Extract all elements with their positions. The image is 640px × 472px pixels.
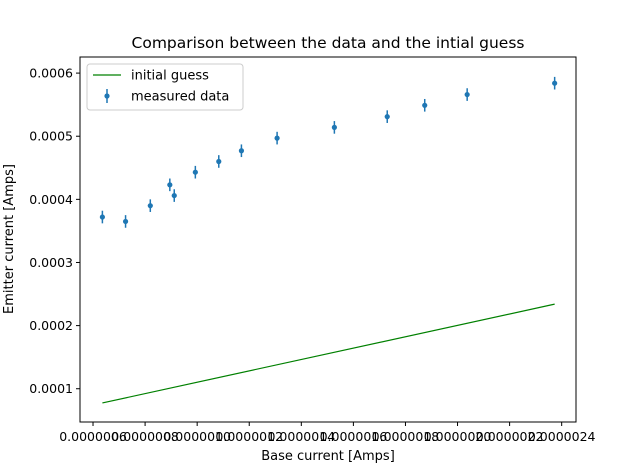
chart-title: Comparison between the data and the inti…: [132, 34, 525, 52]
x-tick-label: 0.0000014: [268, 429, 336, 444]
plot-frame: [79, 56, 577, 423]
legend-swatch-marker: [104, 93, 110, 99]
y-tick-label: 0.0001: [29, 381, 73, 396]
x-axis-title: Base current [Amps]: [261, 449, 395, 464]
data-point: [464, 91, 470, 98]
y-axis-title: Emitter current [Amps]: [2, 164, 17, 314]
data-point: [192, 169, 198, 175]
x-axis-ticks: 0.00000060.00000080.00000100.00000120.00…: [59, 422, 596, 444]
x-tick-label: 0.0000010: [163, 429, 231, 444]
y-axis-ticks: 0.0001 0.0002 0.0003 0.0004 0.0005 0.0006: [29, 66, 80, 396]
data-point: [171, 192, 177, 199]
y-tick-label: 0.0004: [29, 192, 73, 207]
data-point: [216, 158, 222, 165]
data-point: [331, 124, 337, 130]
x-tick-label: 0.0000006: [59, 429, 127, 444]
data-point: [274, 135, 280, 141]
y-tick-label: 0.0005: [29, 129, 73, 144]
x-tick-label: 0.0000008: [111, 429, 179, 444]
data-point: [238, 148, 245, 154]
x-tick-label: 0.0000020: [424, 429, 492, 444]
legend-box: [86, 63, 244, 111]
legend: initial guess measured data: [86, 63, 244, 111]
plot-area: [79, 56, 577, 423]
legend-label-measured-data: measured data: [131, 90, 229, 105]
x-tick-label: 0.0000018: [372, 429, 440, 444]
legend-label-initial-guess: initial guess: [131, 69, 209, 84]
series-layer: [99, 76, 558, 404]
x-tick-label: 0.0000024: [528, 429, 596, 444]
data-point: [552, 80, 558, 86]
x-tick-label: 0.0000022: [476, 429, 544, 444]
data-point: [384, 114, 390, 120]
data-point: [122, 218, 129, 225]
data-point: [167, 182, 173, 188]
data-point: [147, 203, 153, 209]
y-tick-label: 0.0003: [29, 255, 73, 270]
y-tick-label: 0.0002: [29, 318, 73, 333]
series-line-initial-guess: [102, 303, 555, 404]
y-tick-label: 0.0006: [29, 66, 73, 81]
x-tick-label: 0.0000016: [320, 429, 388, 444]
data-point: [422, 102, 428, 108]
x-tick-label: 0.0000012: [215, 429, 283, 444]
data-point: [99, 214, 105, 220]
